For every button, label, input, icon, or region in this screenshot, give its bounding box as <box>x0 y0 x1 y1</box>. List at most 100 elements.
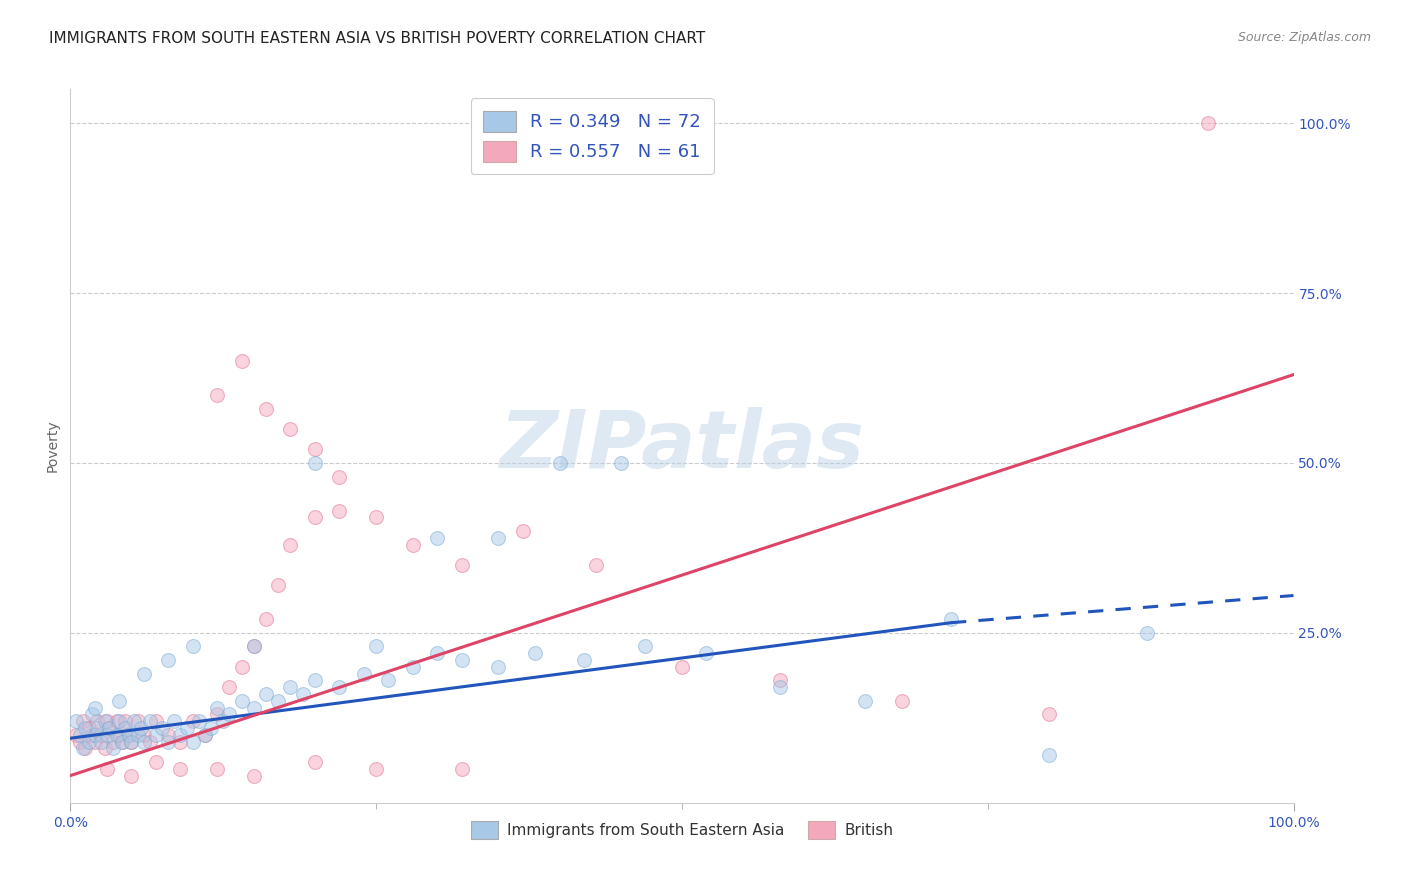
Point <box>127 728 149 742</box>
Point <box>77 734 100 748</box>
Point <box>169 728 191 742</box>
Point <box>145 755 167 769</box>
Point <box>187 714 209 729</box>
Point <box>132 666 155 681</box>
Point <box>69 728 91 742</box>
Point <box>96 714 118 729</box>
Point <box>118 728 141 742</box>
Point <box>139 734 162 748</box>
Point <box>90 734 112 748</box>
Point <box>280 680 302 694</box>
Point <box>86 721 108 735</box>
Point <box>243 700 266 714</box>
Y-axis label: Poverty: Poverty <box>45 420 59 472</box>
Point <box>129 721 152 735</box>
Point <box>280 537 302 551</box>
Point <box>254 687 277 701</box>
Point <box>291 687 314 701</box>
Point <box>96 762 118 776</box>
Point <box>139 714 162 729</box>
Point <box>243 640 266 654</box>
Point <box>96 728 118 742</box>
Point <box>205 762 228 776</box>
Point <box>450 762 472 776</box>
Point <box>72 741 94 756</box>
Point <box>65 728 87 742</box>
Point <box>1197 116 1219 130</box>
Point <box>1038 748 1060 763</box>
Point <box>939 612 962 626</box>
Point <box>205 707 228 722</box>
Point <box>145 714 167 729</box>
Point <box>181 734 204 748</box>
Point <box>121 769 143 783</box>
Point <box>69 734 91 748</box>
Point <box>402 660 425 674</box>
Point <box>205 388 228 402</box>
Point <box>512 524 534 538</box>
Point <box>328 469 350 483</box>
Point <box>83 728 105 742</box>
Point <box>218 707 240 722</box>
Point <box>243 769 266 783</box>
Point <box>132 734 155 748</box>
Point <box>145 728 167 742</box>
Point <box>548 456 571 470</box>
Point <box>304 510 326 524</box>
Point <box>634 640 657 654</box>
Point <box>181 714 204 729</box>
Text: ZIPatlas: ZIPatlas <box>499 407 865 485</box>
Point <box>157 728 180 742</box>
Point <box>150 721 173 735</box>
Point <box>157 653 180 667</box>
Point <box>132 728 155 742</box>
Point <box>366 640 388 654</box>
Point <box>231 694 253 708</box>
Point <box>176 721 198 735</box>
Point <box>169 762 191 776</box>
Point <box>855 694 877 708</box>
Point <box>267 578 290 592</box>
Point <box>111 734 134 748</box>
Point <box>366 510 388 524</box>
Point <box>328 503 350 517</box>
Point <box>231 354 253 368</box>
Point <box>304 456 326 470</box>
Point <box>82 707 104 722</box>
Point <box>121 734 143 748</box>
Point <box>585 558 607 572</box>
Point <box>426 531 449 545</box>
Point <box>83 734 105 748</box>
Point <box>98 721 121 735</box>
Point <box>1038 707 1060 722</box>
Point <box>243 640 266 654</box>
Point <box>93 741 115 756</box>
Point <box>426 646 449 660</box>
Text: Source: ZipAtlas.com: Source: ZipAtlas.com <box>1237 31 1371 45</box>
Point <box>254 401 277 416</box>
Point <box>77 721 100 735</box>
Point <box>280 422 302 436</box>
Point <box>769 673 792 688</box>
Point <box>157 734 180 748</box>
Point <box>488 531 510 545</box>
Text: IMMIGRANTS FROM SOUTH EASTERN ASIA VS BRITISH POVERTY CORRELATION CHART: IMMIGRANTS FROM SOUTH EASTERN ASIA VS BR… <box>49 31 706 46</box>
Point <box>163 714 186 729</box>
Point <box>891 694 914 708</box>
Point <box>108 714 131 729</box>
Point <box>122 714 145 729</box>
Point <box>101 741 124 756</box>
Point <box>98 721 121 735</box>
Point <box>101 734 124 748</box>
Point <box>572 653 595 667</box>
Point <box>90 728 112 742</box>
Point <box>304 673 326 688</box>
Point <box>218 680 240 694</box>
Point <box>108 694 131 708</box>
Point <box>377 673 399 688</box>
Point <box>65 714 87 729</box>
Point <box>671 660 693 674</box>
Point <box>105 728 128 742</box>
Point <box>82 728 104 742</box>
Point <box>769 680 792 694</box>
